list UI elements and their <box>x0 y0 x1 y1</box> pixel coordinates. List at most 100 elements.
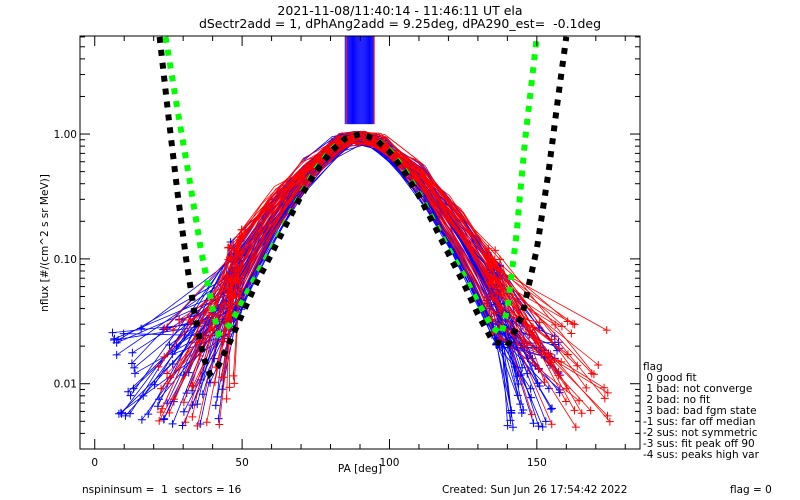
sector-spectra-red-marker <box>218 373 227 382</box>
sector-spectra-red-marker <box>571 423 580 432</box>
sector-spectra-blue-marker <box>127 359 136 368</box>
legend-item: -2 sus: not symmetric <box>643 427 758 439</box>
sector-spectra-red-line <box>164 140 534 329</box>
sector-spectra-blue-line <box>125 137 539 427</box>
sector-spectra-red-line <box>199 130 533 415</box>
legend-item: -1 sus: far off median <box>643 416 756 428</box>
flag-legend: flag 0 good fit 1 bad: not converge 2 ba… <box>643 362 759 461</box>
sector-spectra-red-marker <box>155 416 164 425</box>
x-tick-label: 150 <box>527 457 547 469</box>
sector-spectra-red-marker <box>192 338 201 347</box>
sector-spectra-red-marker <box>157 384 166 393</box>
series-layer <box>108 130 614 432</box>
fit-curves-layer <box>156 36 570 380</box>
sector-spectra-red-marker <box>223 287 232 296</box>
x-tick-label: 0 <box>91 457 98 469</box>
sector-spectra-red-marker <box>181 418 190 427</box>
x-tick-label: 50 <box>235 457 248 469</box>
sector-spectra-red-marker <box>496 307 505 316</box>
sector-spectra-red-marker <box>224 277 233 286</box>
sector-spectra-red-line <box>169 130 562 378</box>
sector-spectra-blue-marker <box>155 395 164 404</box>
sector-spectra-red-line <box>167 135 569 384</box>
sector-spectra-red-marker <box>169 325 178 334</box>
chart-subtitle: dSectr2add = 1, dPhAng2add = 9.25deg, dP… <box>198 16 602 31</box>
x-axis-label: PA [deg] <box>338 463 382 475</box>
sector-spectra-blue-marker <box>507 406 516 415</box>
sector-spectra-blue-marker <box>198 390 207 399</box>
sector-spectra-red-marker <box>230 379 239 388</box>
legend-item: 3 bad: bad fgm state <box>643 405 757 417</box>
sector-spectra-red-marker <box>160 324 169 333</box>
sector-spectra-blue-marker <box>529 419 538 428</box>
y-tick-label: 0.10 <box>54 254 77 266</box>
sector-spectra-red-marker <box>577 409 586 418</box>
sector-spectra-red-line <box>221 133 577 428</box>
sector-spectra-blue-marker <box>508 423 517 432</box>
axes-layer: 0 50 100 150 0.01 0.10 1.00 <box>54 36 640 469</box>
sector-spectra-blue-marker <box>137 324 146 333</box>
sector-spectra-red-marker <box>496 290 505 299</box>
sector-spectra-red-marker <box>603 388 612 397</box>
sector-spectra-blue-marker <box>137 415 146 424</box>
sector-spectra-blue-line <box>215 143 561 406</box>
sector-spectra-red-marker <box>562 384 571 393</box>
sector-spectra-red-line <box>218 137 568 425</box>
sector-spectra-blue-marker <box>211 401 220 410</box>
sector-spectra-red-marker <box>154 362 163 371</box>
sector-spectra-red-marker <box>184 315 193 324</box>
sector-spectra-blue-marker <box>541 417 550 426</box>
sector-spectra-red-line <box>191 135 527 417</box>
sector-spectra-red-line <box>192 141 552 387</box>
sector-spectra-blue-marker <box>179 407 188 416</box>
sector-spectra-red-marker <box>210 378 219 387</box>
sector-spectra-blue-marker <box>112 350 121 359</box>
sector-spectra-blue-marker <box>131 369 140 378</box>
sector-spectra-red-marker <box>179 398 188 407</box>
legend-title: flag <box>643 361 663 373</box>
x-tick-label: 100 <box>379 457 399 469</box>
sector-spectra-red-marker <box>589 370 598 379</box>
sector-spectra-red-marker <box>222 394 231 403</box>
sector-spectra-red-marker <box>236 233 245 242</box>
sector-spectra-blue-marker <box>513 391 522 400</box>
sector-spectra-blue-marker <box>168 359 177 368</box>
sector-spectra-red-marker <box>231 291 240 300</box>
sector-spectra-red-marker <box>484 244 493 253</box>
sector-spectra-red-marker <box>586 406 595 415</box>
sector-spectra-red-marker <box>484 293 493 302</box>
sector-spectra-red-marker <box>567 329 576 338</box>
sector-spectra-red-line <box>161 131 593 409</box>
sector-spectra-red-marker <box>603 411 612 420</box>
fit-green <box>162 36 540 340</box>
sector-spectra-blue-marker <box>218 385 227 394</box>
sector-spectra-red-marker <box>488 260 497 269</box>
sector-spectra-blue-marker <box>168 350 177 359</box>
sector-spectra-blue-marker <box>503 421 512 430</box>
sector-spectra-blue-marker <box>117 409 126 418</box>
sector-spectra-red-marker <box>193 421 202 430</box>
sector-spectra-blue-marker <box>153 402 162 411</box>
sector-spectra-blue-marker <box>165 340 174 349</box>
y-tick-label: 0.01 <box>54 379 77 391</box>
sector-spectra-red-marker <box>594 360 603 369</box>
sector-spectra-red-marker <box>175 315 184 324</box>
sector-spectra-red-marker <box>605 417 614 426</box>
sector-spectra-blue-marker <box>214 414 223 423</box>
sector-spectra-blue-marker <box>548 404 557 413</box>
sector-spectra-red-marker <box>160 352 169 361</box>
sector-spectra-red-marker <box>557 322 566 331</box>
sector-spectra-blue-marker <box>126 391 135 400</box>
sector-spectra-blue-marker <box>506 416 515 425</box>
sector-spectra-blue-marker <box>108 328 117 337</box>
sector-spectra-red-marker <box>226 253 235 262</box>
sector-spectra-red-marker <box>562 397 571 406</box>
sector-spectra-red-marker <box>491 246 500 255</box>
sector-spectra-red-marker <box>587 369 596 378</box>
sector-spectra-blue-marker <box>514 380 523 389</box>
sector-spectra-blue-marker <box>527 393 536 402</box>
sector-spectra-red-marker <box>215 420 224 429</box>
sector-spectra-blue-marker <box>159 415 168 424</box>
sector-spectra-red-marker <box>165 408 174 417</box>
sector-spectra-red-marker <box>237 252 246 261</box>
